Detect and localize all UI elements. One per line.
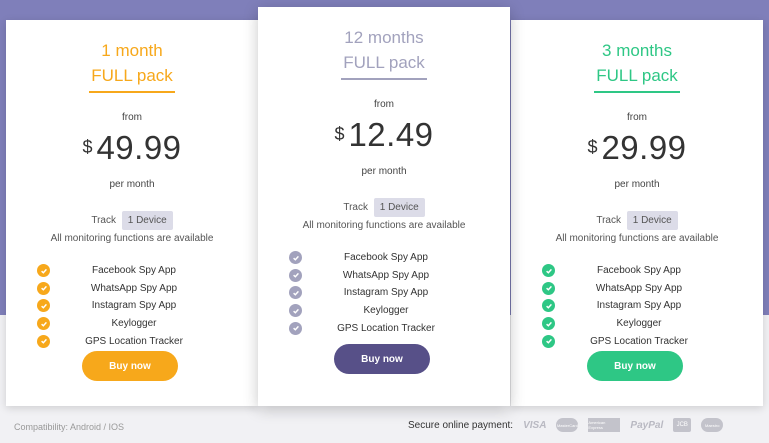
- feature-item: GPS Location Tracker: [289, 319, 510, 337]
- feature-label: GPS Location Tracker: [590, 335, 688, 347]
- price-period: per month: [109, 179, 155, 190]
- check-circle-icon: [37, 299, 50, 313]
- price-currency: $: [587, 137, 598, 157]
- device-badge: 1 Device: [121, 211, 173, 230]
- monitoring-note: All monitoring functions are available: [555, 233, 719, 244]
- feature-list: Facebook Spy App WhatsApp Spy App Instag…: [6, 262, 258, 350]
- check-circle-icon: [37, 334, 50, 348]
- price-amount: 12.49: [348, 116, 434, 153]
- feature-item: Keylogger: [289, 302, 510, 320]
- track-row: Track 1 Device: [6, 211, 258, 230]
- track-row: Track 1 Device: [258, 198, 510, 217]
- plan-title: 12 months: [344, 28, 424, 47]
- title-underline: [89, 91, 175, 93]
- plan-subtitle: FULL pack: [596, 66, 678, 85]
- feature-label: Instagram Spy App: [343, 287, 429, 299]
- monitoring-note: All monitoring functions are available: [50, 233, 214, 244]
- price-currency: $: [82, 137, 93, 157]
- price: $12.49: [258, 114, 510, 162]
- price-currency: $: [334, 124, 345, 144]
- feature-item: Facebook Spy App: [37, 262, 258, 280]
- check-circle-icon: [542, 334, 555, 348]
- track-row: Track 1 Device: [511, 211, 763, 230]
- feature-label: Facebook Spy App: [597, 265, 681, 277]
- feature-label: Instagram Spy App: [596, 300, 682, 312]
- feature-item: Facebook Spy App: [289, 249, 510, 267]
- feature-item: GPS Location Tracker: [542, 332, 763, 350]
- track-label: Track: [91, 215, 116, 226]
- check-circle-icon: [289, 304, 302, 318]
- buy-now-button[interactable]: Buy now: [587, 351, 683, 381]
- mastercard-logo: MasterCard: [556, 418, 579, 432]
- price-from-label: from: [627, 112, 647, 123]
- check-circle-icon: [542, 281, 555, 295]
- feature-label: Keylogger: [363, 305, 409, 317]
- feature-label: Keylogger: [111, 318, 157, 330]
- title-underline: [594, 91, 680, 93]
- plan-subtitle: FULL pack: [91, 66, 173, 85]
- check-circle-icon: [289, 268, 302, 282]
- payment-label: Secure online payment:: [408, 419, 514, 431]
- plan-title: 3 months: [602, 41, 672, 60]
- feature-label: Instagram Spy App: [91, 300, 177, 312]
- feature-item: Instagram Spy App: [37, 297, 258, 315]
- feature-label: GPS Location Tracker: [337, 322, 435, 334]
- visa-logo: VISA: [523, 419, 547, 431]
- maestro-logo: Maestro: [701, 418, 724, 432]
- plan-title: 1 month: [101, 41, 163, 60]
- feature-item: Facebook Spy App: [542, 262, 763, 280]
- track-label: Track: [343, 202, 368, 213]
- plan-card-3-months: 3 months FULL pack from $29.99 per month…: [511, 20, 763, 406]
- check-circle-icon: [289, 321, 302, 335]
- feature-item: GPS Location Tracker: [37, 332, 258, 350]
- paypal-logo: PayPal: [630, 419, 664, 431]
- feature-item: Instagram Spy App: [289, 284, 510, 302]
- feature-item: Keylogger: [542, 315, 763, 333]
- price-amount: 29.99: [601, 129, 687, 166]
- feature-item: WhatsApp Spy App: [542, 280, 763, 298]
- payment-methods: Secure online payment: VISA MasterCard A…: [408, 418, 724, 432]
- device-badge: 1 Device: [626, 211, 678, 230]
- plan-card-12-months: 12 months FULL pack from $12.49 per mont…: [258, 7, 510, 406]
- price-from-label: from: [122, 112, 142, 123]
- title-underline: [341, 78, 427, 80]
- price: $49.99: [6, 127, 258, 175]
- device-badge: 1 Device: [373, 198, 425, 217]
- feature-label: Facebook Spy App: [92, 265, 176, 277]
- check-circle-icon: [37, 281, 50, 295]
- price-period: per month: [614, 179, 660, 190]
- check-circle-icon: [289, 251, 302, 265]
- compatibility-note: Compatibility: Android / IOS: [14, 422, 125, 432]
- plan-subtitle: FULL pack: [343, 53, 425, 72]
- feature-label: WhatsApp Spy App: [90, 282, 178, 294]
- feature-label: Facebook Spy App: [344, 252, 428, 264]
- price-from-label: from: [374, 99, 394, 110]
- feature-item: WhatsApp Spy App: [37, 280, 258, 298]
- price: $29.99: [511, 127, 763, 175]
- plan-card-1-month: 1 month FULL pack from $49.99 per month …: [6, 20, 258, 406]
- check-circle-icon: [289, 286, 302, 300]
- check-circle-icon: [37, 317, 50, 331]
- feature-label: WhatsApp Spy App: [595, 282, 683, 294]
- feature-label: Keylogger: [616, 318, 662, 330]
- feature-label: GPS Location Tracker: [85, 335, 183, 347]
- jcb-logo: JCB: [673, 418, 692, 432]
- monitoring-note: All monitoring functions are available: [302, 220, 466, 231]
- feature-list: Facebook Spy App WhatsApp Spy App Instag…: [511, 262, 763, 350]
- check-circle-icon: [542, 264, 555, 278]
- track-label: Track: [596, 215, 621, 226]
- feature-item: Keylogger: [37, 315, 258, 333]
- check-circle-icon: [542, 317, 555, 331]
- feature-list: Facebook Spy App WhatsApp Spy App Instag…: [258, 249, 510, 337]
- feature-item: WhatsApp Spy App: [289, 267, 510, 285]
- buy-now-button[interactable]: Buy now: [334, 344, 430, 374]
- amex-logo: American Express: [588, 418, 621, 432]
- feature-item: Instagram Spy App: [542, 297, 763, 315]
- price-period: per month: [361, 166, 407, 177]
- buy-now-button[interactable]: Buy now: [82, 351, 178, 381]
- check-circle-icon: [542, 299, 555, 313]
- check-circle-icon: [37, 264, 50, 278]
- price-amount: 49.99: [96, 129, 182, 166]
- feature-label: WhatsApp Spy App: [342, 269, 430, 281]
